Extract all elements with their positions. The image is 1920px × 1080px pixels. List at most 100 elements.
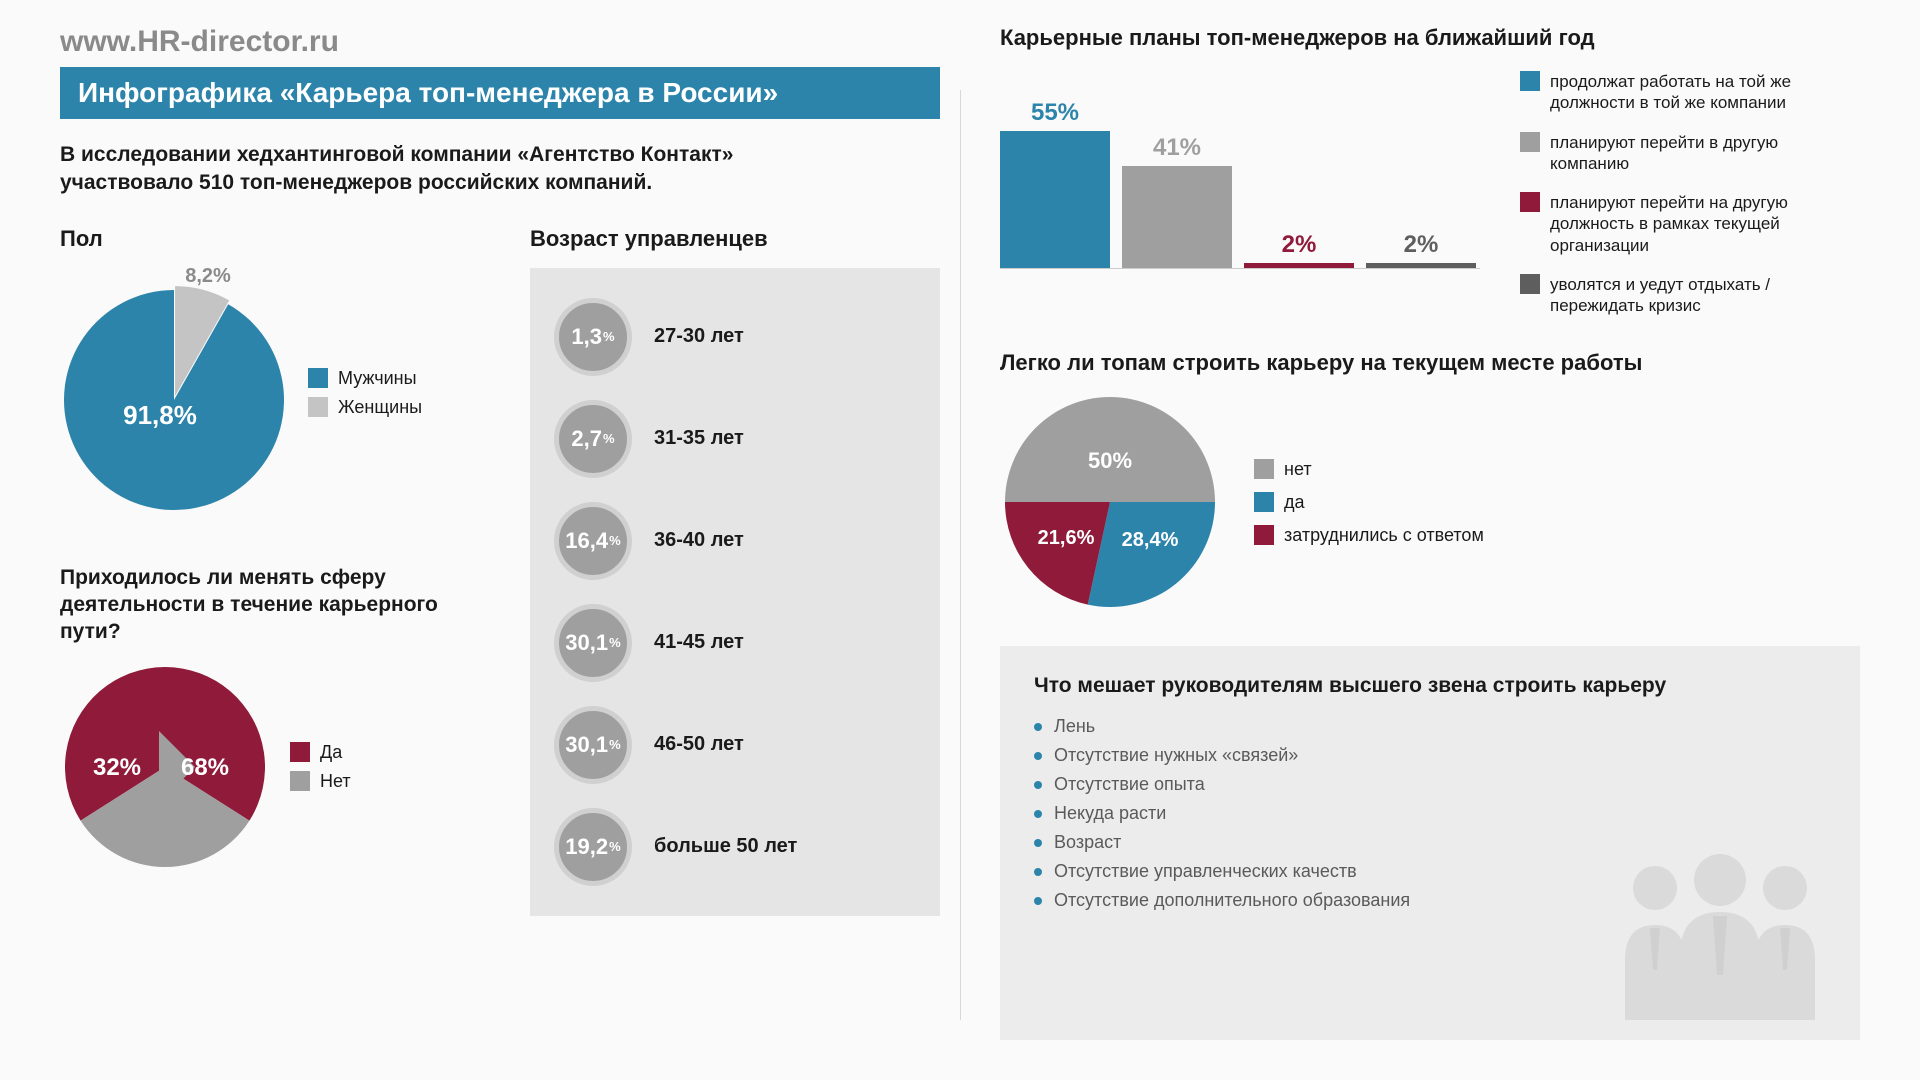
obstacle-text: Лень — [1054, 716, 1095, 737]
legend-swatch — [290, 771, 310, 791]
age-value-circle: 16,4% — [554, 502, 632, 580]
ease-title: Легко ли топам строить карьеру на текуще… — [1000, 350, 1860, 376]
bullet-icon — [1034, 810, 1042, 818]
plans-bar-label: 55% — [1031, 99, 1079, 127]
bullet-icon — [1034, 897, 1042, 905]
gender-pie-chart: 91,8% 8,2% — [60, 268, 288, 518]
svg-text:21,6%: 21,6% — [1038, 527, 1095, 549]
legend-label: нет — [1284, 459, 1312, 480]
legend-swatch — [1254, 492, 1274, 512]
obstacle-item: Отсутствие опыта — [1034, 774, 1826, 795]
age-value-circle: 30,1% — [554, 706, 632, 784]
age-range-label: 27-30 лет — [654, 325, 744, 348]
legend-label: продолжат работать на той же должности в… — [1550, 71, 1860, 114]
legend-label: Мужчины — [338, 368, 417, 389]
obstacle-text: Возраст — [1054, 832, 1121, 853]
bullet-icon — [1034, 781, 1042, 789]
svg-text:68%: 68% — [181, 754, 229, 781]
age-panel: 1,3% 27-30 лет 2,7%31-35 лет 16,4% 36-40 лет… — [530, 268, 940, 916]
obstacle-text: Отсутствие нужных «связей» — [1054, 745, 1298, 766]
plans-bar-rect — [1366, 263, 1476, 268]
legend-swatch — [1254, 525, 1274, 545]
gender-section: Пол 91,8% 8,2% Мужчины Женщины — [60, 226, 500, 518]
legend-item: уволятся и уедут отдыхать / пережидать к… — [1520, 274, 1860, 317]
obstacle-text: Отсутствие опыта — [1054, 774, 1205, 795]
ease-pie-chart: 50% 28,4% 21,6% — [1000, 392, 1220, 612]
age-range-label: 46-50 лет — [654, 733, 744, 756]
svg-text:91,8%: 91,8% — [123, 400, 197, 430]
legend-label: Да — [320, 742, 342, 763]
svg-text:8,2%: 8,2% — [185, 268, 231, 287]
obstacle-text: Некуда расти — [1054, 803, 1166, 824]
ease-section: Легко ли топам строить карьеру на текуще… — [1000, 350, 1860, 612]
age-row: 30,1%41-45 лет — [554, 604, 916, 682]
plans-bar-label: 41% — [1153, 134, 1201, 162]
plans-bar-label: 2% — [1282, 231, 1317, 259]
age-row: 2,7%31-35 лет — [554, 400, 916, 478]
legend-item: планируют перейти на другую должность в … — [1520, 192, 1860, 256]
legend-label: да — [1284, 492, 1305, 513]
age-title: Возраст управленцев — [530, 226, 940, 252]
gender-legend: Мужчины Женщины — [308, 368, 422, 418]
legend-swatch — [1520, 192, 1540, 212]
plans-bar-label: 2% — [1404, 231, 1439, 259]
legend-label: Женщины — [338, 397, 422, 418]
plans-bar-chart: 55%41%2%2% — [1000, 119, 1480, 269]
plans-bar: 41% — [1122, 166, 1232, 269]
gender-title: Пол — [60, 226, 500, 252]
legend-item: Нет — [290, 771, 351, 792]
legend-item: продолжат работать на той же должности в… — [1520, 71, 1860, 114]
svg-text:28,4%: 28,4% — [1122, 529, 1179, 551]
plans-bar: 2% — [1244, 263, 1354, 268]
plans-bar-rect — [1244, 263, 1354, 268]
legend-label: планируют перейти на другую должность в … — [1550, 192, 1860, 256]
legend-label: Нет — [320, 771, 351, 792]
businessmen-icon — [1610, 850, 1830, 1020]
plans-bar: 2% — [1366, 263, 1476, 268]
obstacle-item: Отсутствие нужных «связей» — [1034, 745, 1826, 766]
legend-swatch — [1520, 274, 1540, 294]
legend-item: Женщины — [308, 397, 422, 418]
age-value-circle: 1,3% — [554, 298, 632, 376]
age-value-circle: 2,7% — [554, 400, 632, 478]
age-row: 19,2% больше 50 лет — [554, 808, 916, 886]
changed-field-title: Приходилось ли менять сферу деятельности… — [60, 564, 440, 646]
obstacles-panel: Что мешает руководителям высшего звена с… — [1000, 646, 1860, 1040]
site-url: www.HR-director.ru — [60, 25, 940, 59]
legend-item: да — [1254, 492, 1484, 513]
age-row: 1,3% 27-30 лет — [554, 298, 916, 376]
bullet-icon — [1034, 723, 1042, 731]
obstacle-text: Отсутствие дополнительного образования — [1054, 890, 1410, 911]
legend-label: затруднились с ответом — [1284, 525, 1484, 546]
legend-swatch — [1254, 459, 1274, 479]
age-range-label: 36-40 лет — [654, 529, 744, 552]
left-column: www.HR-director.ru Инфографика «Карьера … — [60, 25, 940, 1040]
legend-swatch — [1520, 132, 1540, 152]
legend-label: планируют перейти в другую компанию — [1550, 132, 1860, 175]
legend-item: затруднились с ответом — [1254, 525, 1484, 546]
changed-field-legend: Да Нет — [290, 742, 351, 792]
legend-item: нет — [1254, 459, 1484, 480]
age-value-circle: 19,2% — [554, 808, 632, 886]
legend-label: уволятся и уедут отдыхать / пережидать к… — [1550, 274, 1860, 317]
age-row: 30,1% 46-50 лет — [554, 706, 916, 784]
plans-title: Карьерные планы топ-менеджеров на ближай… — [1000, 25, 1860, 51]
plans-section: Карьерные планы топ-менеджеров на ближай… — [1000, 25, 1860, 316]
plans-bar-rect — [1000, 131, 1110, 269]
obstacle-item: Лень — [1034, 716, 1826, 737]
svg-text:32%: 32% — [93, 754, 141, 781]
legend-item: Да — [290, 742, 351, 763]
legend-swatch — [308, 397, 328, 417]
column-divider — [960, 90, 961, 1020]
bullet-icon — [1034, 868, 1042, 876]
legend-swatch — [1520, 71, 1540, 91]
age-value-circle: 30,1% — [554, 604, 632, 682]
plans-bar: 55% — [1000, 131, 1110, 269]
age-range-label: больше 50 лет — [654, 835, 797, 858]
legend-item: планируют перейти в другую компанию — [1520, 132, 1860, 175]
svg-text:50%: 50% — [1088, 448, 1132, 473]
bullet-icon — [1034, 752, 1042, 760]
obstacles-title: Что мешает руководителям высшего звена с… — [1034, 674, 1826, 698]
bullet-icon — [1034, 839, 1042, 847]
plans-bar-rect — [1122, 166, 1232, 269]
